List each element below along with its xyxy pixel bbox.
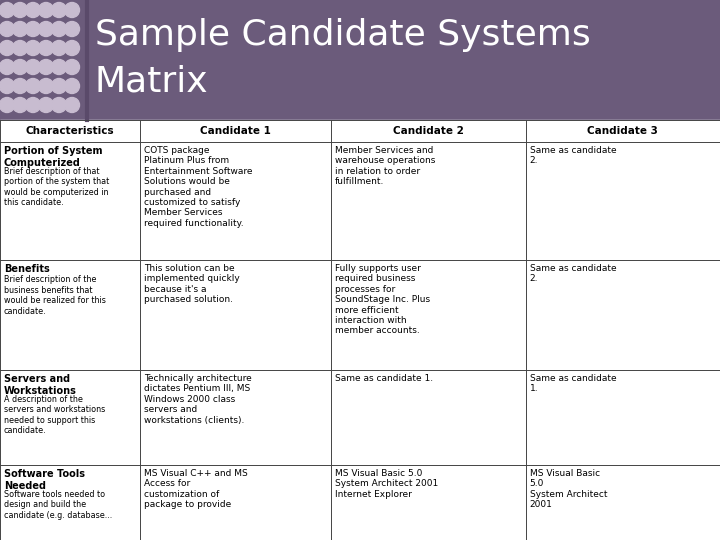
Text: Same as candidate
1.: Same as candidate 1. [530, 374, 616, 394]
Circle shape [52, 78, 66, 93]
Circle shape [65, 98, 79, 112]
Circle shape [38, 40, 53, 56]
Text: Software Tools
Needed: Software Tools Needed [4, 469, 85, 491]
Circle shape [12, 59, 27, 75]
Circle shape [12, 22, 27, 37]
Text: Fully supports user
required business
processes for
SoundStage Inc. Plus
more ef: Fully supports user required business pr… [336, 264, 431, 335]
Circle shape [0, 78, 14, 93]
Text: Portion of System
Computerized: Portion of System Computerized [4, 146, 102, 167]
Bar [0, 120, 720, 540]
Circle shape [38, 59, 53, 75]
Text: Technically architecture
dictates Pentium III, MS
Windows 2000 class
servers and: Technically architecture dictates Pentiu… [145, 374, 252, 424]
Circle shape [65, 40, 79, 56]
Text: Candidate 2: Candidate 2 [393, 126, 464, 136]
Circle shape [65, 22, 79, 37]
Circle shape [65, 78, 79, 93]
Circle shape [25, 3, 40, 17]
Text: MS Visual C++ and MS
Access for
customization of
package to provide: MS Visual C++ and MS Access for customiz… [145, 469, 248, 509]
Text: A description of the
servers and workstations
needed to support this
candidate.: A description of the servers and worksta… [4, 395, 105, 435]
Circle shape [65, 3, 79, 17]
Bar [0, 0, 720, 120]
Circle shape [52, 40, 66, 56]
Text: Candidate 3: Candidate 3 [588, 126, 658, 136]
Circle shape [38, 98, 53, 112]
Circle shape [38, 78, 53, 93]
Text: Matrix: Matrix [95, 64, 209, 98]
Circle shape [12, 40, 27, 56]
Circle shape [52, 59, 66, 75]
Text: COTS package
Platinum Plus from
Entertainment Software
Solutions would be
purcha: COTS package Platinum Plus from Entertai… [145, 146, 253, 228]
Circle shape [38, 22, 53, 37]
Text: MS Visual Basic 5.0
System Architect 2001
Internet Explorer: MS Visual Basic 5.0 System Architect 200… [336, 469, 438, 499]
Text: Software tools needed to
design and build the
candidate (e.g. database...: Software tools needed to design and buil… [4, 490, 112, 520]
Text: Same as candidate
2.: Same as candidate 2. [530, 264, 616, 284]
Circle shape [65, 59, 79, 75]
Text: Same as candidate 1.: Same as candidate 1. [336, 374, 433, 383]
Text: Servers and
Workstations: Servers and Workstations [4, 374, 77, 396]
Text: Member Services and
warehouse operations
in relation to order
fulfillment.: Member Services and warehouse operations… [336, 146, 436, 186]
Text: Sample Candidate Systems: Sample Candidate Systems [95, 18, 590, 52]
Circle shape [12, 3, 27, 17]
Circle shape [0, 3, 14, 17]
Text: Same as candidate
2.: Same as candidate 2. [530, 146, 616, 165]
Circle shape [12, 78, 27, 93]
Text: MS Visual Basic
5.0
System Architect
2001: MS Visual Basic 5.0 System Architect 200… [530, 469, 607, 509]
Circle shape [25, 78, 40, 93]
Text: Benefits: Benefits [4, 264, 50, 274]
Circle shape [52, 3, 66, 17]
Text: Candidate 1: Candidate 1 [200, 126, 271, 136]
Circle shape [0, 22, 14, 37]
Circle shape [52, 98, 66, 112]
Circle shape [25, 40, 40, 56]
Circle shape [0, 59, 14, 75]
Circle shape [38, 3, 53, 17]
Circle shape [12, 98, 27, 112]
Circle shape [0, 98, 14, 112]
Circle shape [25, 22, 40, 37]
Text: Brief description of that
portion of the system that
would be computerized in
th: Brief description of that portion of the… [4, 167, 109, 207]
Circle shape [25, 98, 40, 112]
Circle shape [25, 59, 40, 75]
Circle shape [0, 40, 14, 56]
Text: Brief description of the
business benefits that
would be realized for this
candi: Brief description of the business benefi… [4, 275, 106, 316]
Text: This solution can be
implemented quickly
because it's a
purchased solution.: This solution can be implemented quickly… [145, 264, 240, 304]
Text: Characteristics: Characteristics [26, 126, 114, 136]
Circle shape [52, 22, 66, 37]
